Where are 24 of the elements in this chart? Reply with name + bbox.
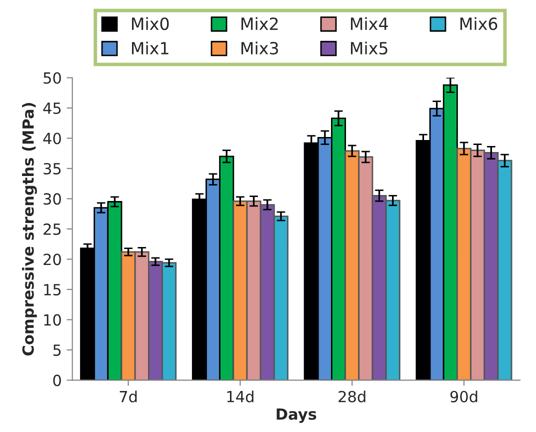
legend-label: Mix2 [241, 17, 278, 30]
x-tick-label: 7d [120, 390, 137, 402]
y-tick-label: 50 [44, 72, 61, 84]
y-tick-label: 15 [44, 284, 61, 296]
y-tick-label: 40 [43, 132, 61, 144]
y-tick-label: 5 [53, 344, 61, 356]
legend-label: Mix5 [350, 42, 388, 55]
y-tick-label: 35 [44, 162, 61, 174]
legend-label: Mix4 [350, 17, 388, 30]
x-tick-label: 28d [338, 390, 366, 402]
x-axis-title: Days [276, 408, 316, 423]
y-tick-label: 25 [44, 223, 61, 235]
y-axis-title: Compressive strengths (MPa) [22, 103, 37, 356]
y-tick-label: 45 [43, 102, 61, 114]
y-tick-label: 0 [53, 374, 61, 386]
y-tick-label: 10 [44, 314, 61, 326]
x-tick-label: 90d [450, 390, 478, 402]
legend-label: Mix6 [460, 17, 498, 30]
x-tick-label: 14d [227, 390, 254, 402]
y-tick-label: 20 [44, 254, 61, 266]
y-tick-label: 30 [44, 193, 61, 205]
legend-label: Mix0 [132, 17, 169, 30]
legend-label: Mix3 [241, 42, 278, 55]
legend-label: Mix1 [132, 42, 168, 54]
